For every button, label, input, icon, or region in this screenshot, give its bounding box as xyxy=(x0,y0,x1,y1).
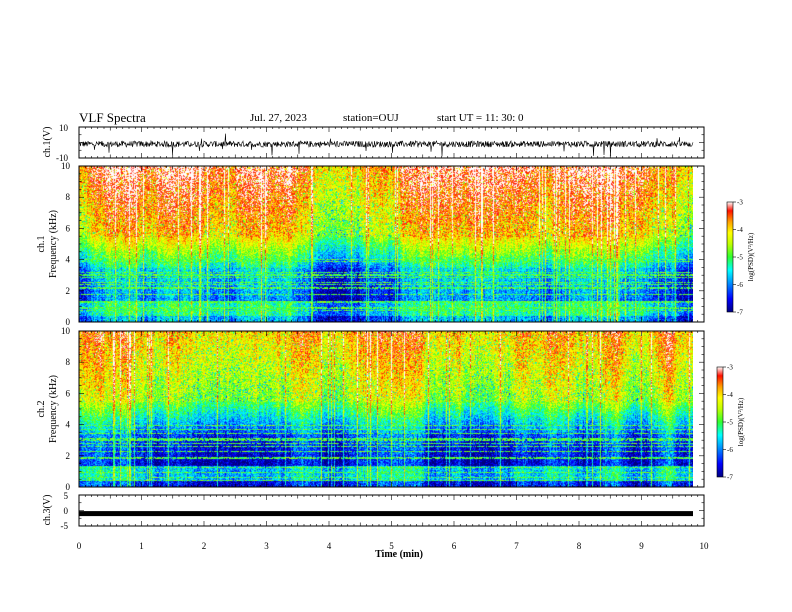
y-tick-label: 0 xyxy=(66,482,71,492)
x-axis-tick-labels: 0 1 2 3 4 5 6 7 8 9 10 xyxy=(77,541,709,551)
colorbar-tick-label: -3 xyxy=(727,364,733,372)
ch2-spectrogram-image xyxy=(79,331,693,487)
ch3-waveform-trace xyxy=(79,511,693,517)
y-tick-label: 2 xyxy=(66,286,71,296)
colorbar-tick-label: -7 xyxy=(727,474,733,482)
start-time-label: start UT = 11: 30: 0 xyxy=(437,112,524,124)
x-tick-label: 1 xyxy=(139,541,144,551)
ch1-colorbar: -3 -4 -5 -6 -7 log(PSD)(V²/Hz) xyxy=(726,199,755,317)
x-axis-label: Time (min) xyxy=(375,549,423,560)
colorbar-tick-label: -6 xyxy=(727,446,733,454)
x-tick-label: 10 xyxy=(700,541,710,551)
colorbar-tick-label: -6 xyxy=(737,281,743,289)
x-tick-label: 0 xyxy=(77,541,82,551)
ch2-colorbar: -3 -4 -5 -6 -7 log(PSD)(V²/Hz) xyxy=(716,364,745,482)
ch2-spectrogram-panel: 0 2 4 6 8 10 ch.2 Frequency (kHz) xyxy=(36,326,705,492)
colorbar-tick-label: -7 xyxy=(737,309,743,317)
ch1-spectrogram-ylabel-line2: Frequency (kHz) xyxy=(48,210,59,278)
y-tick-label: 10 xyxy=(61,326,71,336)
ch1-waveform-ylabel: ch.1(V) xyxy=(42,127,53,158)
y-tick-label: 6 xyxy=(66,388,71,398)
ch1-waveform-panel: 10 -10 ch.1(V) xyxy=(42,123,705,163)
ch1-waveform-trace xyxy=(78,133,694,157)
colorbar-tick-label: -4 xyxy=(727,391,733,399)
colorbar-tick-label: -3 xyxy=(737,199,743,207)
ch3-waveform-ylabel: ch.3(V) xyxy=(42,495,53,526)
ch1-spectrogram-ylabel-line1: ch.1 xyxy=(36,236,47,253)
ch2-spectrogram-ylabel-line1: ch.2 xyxy=(36,401,47,418)
ch2-spectrogram-ylabel-line2: Frequency (kHz) xyxy=(48,375,59,443)
x-tick-label: 9 xyxy=(639,541,644,551)
y-tick-label: 8 xyxy=(66,357,71,367)
station-label: station=OUJ xyxy=(343,112,399,124)
x-tick-label: 6 xyxy=(452,541,457,551)
ch3-waveform-panel: 5 0 -5 ch.3(V) xyxy=(42,491,705,531)
ch1-spectrogram-image xyxy=(79,166,693,322)
y-tick-label: 4 xyxy=(66,255,71,265)
x-tick-label: 7 xyxy=(514,541,519,551)
y-tick-label: 4 xyxy=(66,420,71,430)
ch3-ytick-bottom: -5 xyxy=(61,521,69,531)
x-tick-label: 4 xyxy=(327,541,332,551)
ch2-colorbar-label: log(PSD)(V²/Hz) xyxy=(737,397,745,446)
x-tick-label: 5 xyxy=(389,541,394,551)
y-tick-label: 0 xyxy=(66,317,71,327)
colorbar-tick-label: -5 xyxy=(737,254,743,262)
ch3-ytick-top: 5 xyxy=(64,491,69,501)
colorbar-tick-label: -4 xyxy=(737,226,743,234)
colorbar-tick-label: -5 xyxy=(727,419,733,427)
ch1-spectrogram-panel: 0 2 4 6 8 10 ch.1 Frequency (kHz) xyxy=(36,161,705,327)
ch1-colorbar-label: log(PSD)(V²/Hz) xyxy=(747,232,755,281)
ch3-ytick-mid: 0 xyxy=(64,506,69,516)
x-tick-label: 3 xyxy=(264,541,269,551)
y-tick-label: 8 xyxy=(66,192,71,202)
y-tick-label: 6 xyxy=(66,223,71,233)
y-tick-label: 10 xyxy=(61,161,71,171)
ch1-ytick-top: 10 xyxy=(59,123,69,133)
x-tick-label: 8 xyxy=(577,541,582,551)
y-tick-label: 2 xyxy=(66,451,71,461)
x-tick-label: 2 xyxy=(202,541,207,551)
date-label: Jul. 27, 2023 xyxy=(250,112,307,124)
ch1-ytick-bottom: -10 xyxy=(56,153,68,163)
figure-title: VLF Spectra xyxy=(79,110,146,125)
